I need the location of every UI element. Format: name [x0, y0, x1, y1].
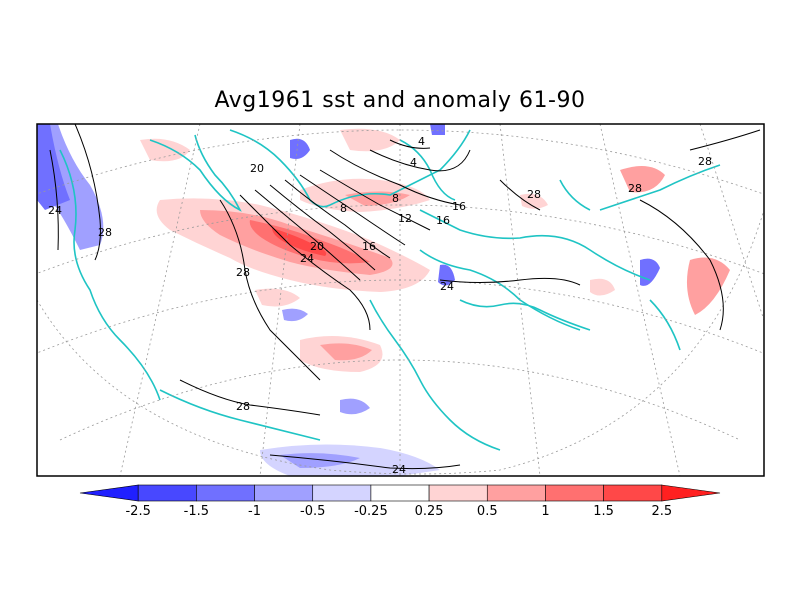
colorbar-swatch — [254, 484, 314, 502]
contour-label: 16 — [436, 214, 450, 227]
colorbar-swatch — [545, 484, 604, 502]
colorbar-tick-label: -1 — [248, 504, 261, 519]
contour-label: 12 — [398, 212, 412, 225]
contour-label: 16 — [362, 240, 376, 253]
colorbar-ticks: -2.5 -1.5 -1 -0.5 -0.25 0.25 0.5 1 1.5 2.5 — [125, 504, 672, 519]
colorbar-tick-label: -0.25 — [354, 504, 388, 519]
colorbar-swatch — [79, 484, 139, 502]
colorbar-swatch — [312, 484, 372, 502]
colorbar-tick-label: 2.5 — [651, 504, 672, 519]
colorbar-tick-label: -2.5 — [125, 504, 150, 519]
contour-label: 20 — [250, 162, 264, 175]
contour-label: 28 — [98, 226, 112, 239]
contour-label: 28 — [698, 155, 712, 168]
contour-label: 28 — [628, 182, 642, 195]
contour-label: 4 — [418, 135, 425, 148]
colorbar-swatch — [603, 484, 663, 502]
sst-contours — [49, 124, 761, 470]
colorbar-tick-label: -1.5 — [184, 504, 209, 519]
map-frame — [36, 123, 765, 477]
contour-label: 28 — [527, 188, 541, 201]
colorbar-swatch — [196, 484, 255, 502]
hemisphere-rim — [36, 209, 765, 475]
map-title: Avg1961 sst and anomaly 61-90 — [214, 88, 586, 113]
contour-label: 8 — [392, 192, 399, 205]
colorbar-swatch — [370, 484, 430, 502]
contour-label: 16 — [452, 200, 466, 213]
contour-label: 28 — [236, 266, 250, 279]
contour-labels: 4 4 8 8 12 16 16 16 20 20 24 24 24 24 28… — [48, 135, 712, 476]
colorbar-swatch — [661, 484, 721, 502]
graticule — [37, 124, 764, 476]
colorbar-tick-label: 0.5 — [477, 504, 498, 519]
contour-label: 8 — [340, 202, 347, 215]
contour-label: 4 — [410, 156, 417, 169]
colorbar-tick-label: 1 — [541, 504, 549, 519]
coastlines — [59, 129, 721, 451]
colorbar-swatch — [137, 484, 197, 502]
contour-label: 28 — [236, 400, 250, 413]
colorbar-swatch — [486, 484, 546, 502]
colorbar-boxes — [79, 484, 721, 502]
contour-label: 24 — [300, 252, 314, 265]
contour-label: 24 — [48, 204, 62, 217]
colorbar-swatch — [428, 484, 488, 502]
contour-label: 20 — [310, 240, 324, 253]
contour-label: 24 — [392, 463, 406, 476]
colorbar-tick-label: 1.5 — [593, 504, 614, 519]
colorbar-tick-label: -0.5 — [300, 504, 325, 519]
contour-label: 24 — [440, 280, 454, 293]
colorbar-tick-label: 0.25 — [415, 504, 444, 519]
